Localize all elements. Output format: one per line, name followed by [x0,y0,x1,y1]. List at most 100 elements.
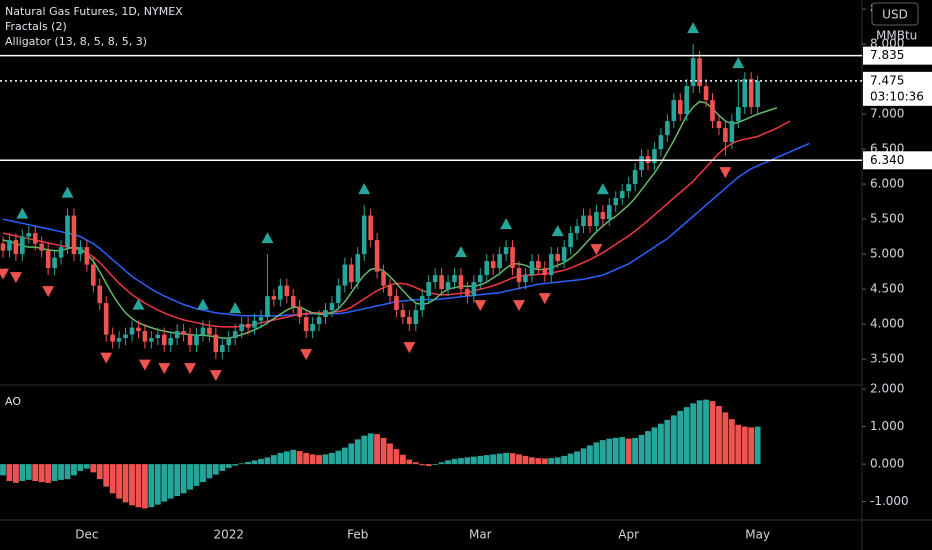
candle-body [619,191,625,199]
candle-body [297,306,302,318]
fractal-up [454,246,467,258]
candle-body [103,303,109,335]
ao-bar [658,423,664,465]
ao-bar [483,455,490,465]
fractal-down [403,342,416,354]
ao-bar [277,452,284,465]
candle-body [419,296,425,311]
candle-body [342,264,348,286]
candle-body [329,303,335,311]
ao-bar [645,431,651,465]
fractal-up [16,207,29,219]
ao-bar [200,464,206,483]
ao-bar [574,451,580,465]
price-label-box [863,46,932,65]
candle-body [194,334,199,346]
candle-body [426,282,431,297]
candle-body [542,268,548,276]
ao-bar [580,448,587,465]
ao-bar [212,464,219,475]
fractal-down [513,300,525,312]
candle-body [600,212,606,220]
ao-bar [206,464,213,479]
candle-body [271,296,277,300]
ao-bar [232,464,239,466]
ao-bar [625,438,632,465]
candle-body [336,285,341,304]
fractal-up [358,183,371,195]
ao-bar [219,464,226,471]
ao-bar [728,419,735,465]
fractal-down [138,359,151,371]
ao-bar [161,464,168,502]
candle-body [316,317,322,325]
candle-body [97,285,103,304]
candle-body [20,236,25,255]
candle-body [220,345,225,353]
ao-bar [77,464,84,471]
candle-body [690,58,696,87]
ao-bar [154,464,161,505]
ao-bar [741,426,748,465]
x-tick-label: Mar [469,528,492,542]
candle-body [490,261,496,269]
candle-body [349,264,354,283]
ao-bar [619,437,626,465]
ao-bar [303,452,310,465]
candle-body [226,338,232,346]
candle-body [471,282,477,297]
ao-bar [561,455,568,465]
candle-body [65,215,70,248]
candle-body [671,100,677,122]
unit: MMBtu [876,29,917,43]
y-tick-label: 6.000 [870,177,904,191]
y-tick-label: 4.000 [870,317,904,331]
ao-bar [677,410,684,465]
fractal-up [132,298,145,310]
candle-body [445,282,451,290]
candle-body [52,257,57,269]
ao-bar [496,453,503,465]
ao-bar [6,464,13,481]
candle-body [174,331,180,339]
ao-bar [271,455,277,465]
candle-body [478,275,483,283]
ao-bar [348,443,355,465]
alligator-line [2,142,810,317]
candle-body [677,100,683,115]
ao-bar [38,464,45,483]
ao-bar [432,464,439,465]
candle-body [484,261,490,276]
oscillator-title: AO [5,395,21,408]
ao-bar [670,415,677,465]
ao-bar [129,464,135,506]
ao-bar [167,464,174,499]
ao-bar [238,463,245,465]
ao-bar [90,464,97,473]
candle-body [658,135,664,150]
candle-body [258,317,264,321]
ao-bar [374,434,380,465]
candle-body [26,233,32,237]
fractal-down [0,268,9,280]
ao-bar [690,403,697,465]
candle-body [0,243,6,251]
candle-body [252,320,257,328]
ao-bar [393,449,400,465]
candle-body [84,247,90,265]
candle-body [136,327,141,332]
currency[interactable]: USD [882,8,908,22]
candle-body [555,254,560,262]
candle-body [452,275,457,283]
ao-bar [174,464,181,496]
currency-button[interactable] [871,2,919,26]
ao-bar [148,464,155,508]
ao-bar [96,464,103,480]
candle-body [39,243,44,251]
candle-body [432,275,438,283]
fractal-down [9,272,22,284]
ao-bar [632,437,638,465]
candle-body [536,261,541,269]
candle-body [284,285,290,297]
